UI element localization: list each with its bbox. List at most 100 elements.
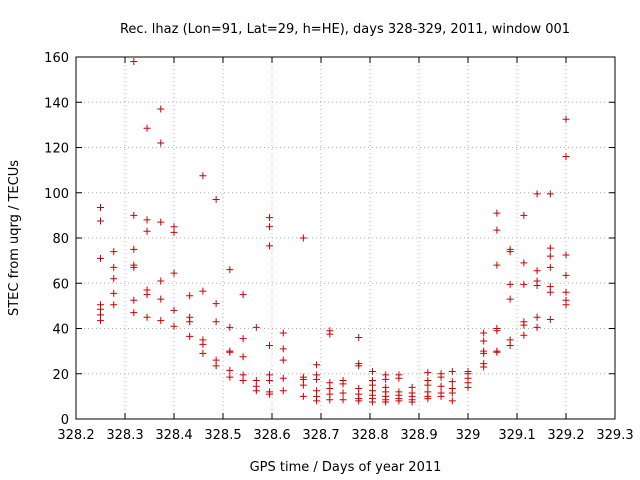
data-point [157, 277, 165, 285]
y-tick-label: 120 [44, 142, 69, 157]
data-point [506, 295, 514, 303]
data-point [355, 362, 363, 370]
data-point [464, 383, 472, 391]
data-point [226, 366, 234, 374]
data-point [199, 340, 207, 348]
data-point [130, 309, 138, 317]
data-point [279, 387, 287, 395]
axis-ticks: 328.2 328.3 328.4 328.5 328.6 328.7 328.8 328.9… [44, 51, 633, 443]
data-point [110, 289, 118, 297]
data-point [266, 341, 274, 349]
data-point [368, 398, 376, 406]
data-point [199, 287, 207, 295]
y-tick-label: 40 [52, 323, 69, 338]
data-point [279, 356, 287, 364]
data-point [339, 396, 347, 404]
data-point [130, 245, 138, 253]
data-point [533, 282, 541, 290]
x-tick-label: 328.7 [302, 428, 339, 443]
data-point [339, 380, 347, 388]
data-point [143, 124, 151, 132]
data-point [110, 248, 118, 256]
data-point [424, 369, 432, 377]
data-point [480, 329, 488, 337]
data-point [562, 288, 570, 296]
data-point [299, 234, 307, 242]
data-point [130, 211, 138, 219]
data-point [212, 318, 220, 326]
data-point [157, 139, 165, 147]
data-point [448, 378, 456, 386]
data-point [170, 269, 178, 277]
data-point [130, 296, 138, 304]
data-point [170, 228, 178, 236]
data-points [97, 58, 570, 406]
data-point [448, 389, 456, 397]
data-point [326, 396, 334, 404]
data-point [97, 217, 104, 225]
data-point [266, 242, 274, 250]
data-point [395, 397, 403, 405]
data-point [506, 341, 514, 349]
data-point [448, 397, 456, 405]
data-point [506, 280, 514, 288]
data-point [520, 211, 528, 219]
data-point [130, 58, 138, 66]
data-point [266, 214, 274, 222]
data-point [97, 317, 104, 325]
chart-title: Rec. lhaz (Lon=91, Lat=29, h=HE), days 3… [120, 22, 570, 37]
data-point [448, 367, 456, 375]
y-axis-label: STEC from uqrg / TECUs [7, 160, 22, 316]
y-tick-label: 80 [52, 232, 69, 247]
data-point [355, 334, 363, 342]
data-point [110, 263, 118, 271]
data-point [382, 398, 390, 406]
data-point [252, 387, 260, 395]
x-tick-label: 328.2 [57, 428, 94, 443]
data-point [130, 263, 138, 271]
data-point [226, 373, 234, 381]
y-tick-label: 0 [61, 413, 69, 428]
data-point [157, 218, 165, 226]
x-tick-label: 328.4 [155, 428, 192, 443]
data-point [493, 327, 501, 335]
data-point [170, 322, 178, 330]
data-point [382, 375, 390, 383]
data-point [199, 172, 207, 180]
data-point [97, 254, 104, 262]
data-point [226, 348, 234, 356]
data-point [226, 323, 234, 331]
y-tick-label: 20 [52, 368, 69, 383]
data-point [520, 280, 528, 288]
data-point [493, 226, 501, 234]
data-point [143, 313, 151, 321]
data-point [493, 348, 501, 356]
data-point [279, 345, 287, 353]
data-point [520, 331, 528, 339]
data-point [546, 263, 554, 271]
data-point [170, 306, 178, 314]
data-point [239, 291, 247, 299]
data-point [368, 367, 376, 375]
y-tick-label: 140 [44, 96, 69, 111]
data-point [226, 266, 234, 274]
data-point [506, 248, 514, 256]
data-point [97, 203, 104, 211]
data-point [546, 190, 554, 198]
data-point [313, 361, 321, 369]
data-point [143, 227, 151, 235]
data-point [493, 261, 501, 269]
data-point [326, 330, 334, 338]
data-point [186, 332, 194, 340]
data-point [212, 196, 220, 204]
data-point [424, 381, 432, 389]
data-point [186, 318, 194, 326]
data-point [355, 397, 363, 405]
data-point [480, 363, 488, 371]
data-point [562, 153, 570, 161]
data-point [212, 300, 220, 308]
x-tick-label: 329 [456, 428, 481, 443]
x-tick-label: 328.6 [253, 428, 290, 443]
